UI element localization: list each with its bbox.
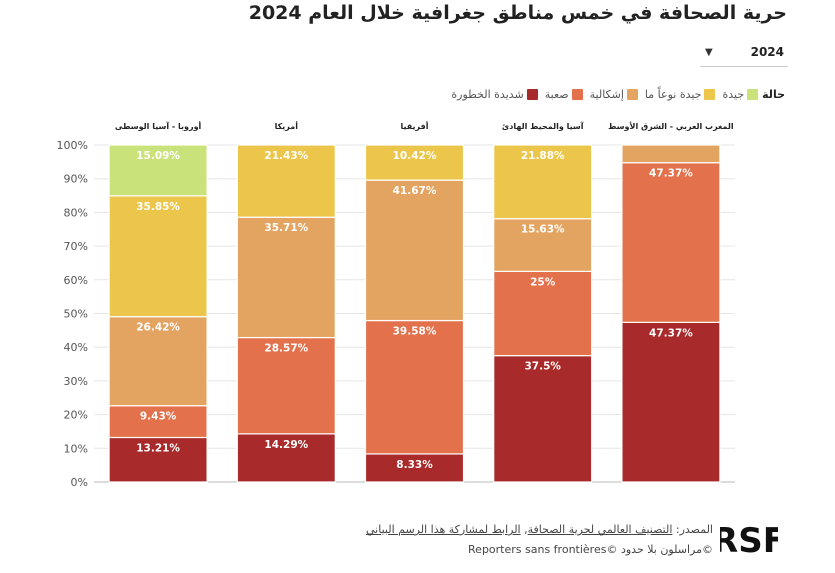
rsf-logo: RSF: [720, 521, 778, 560]
legend-swatch: [571, 89, 583, 100]
year-value: 2024: [750, 45, 784, 59]
legend-label: جيدة: [722, 88, 745, 101]
bar-segment[interactable]: [236, 144, 336, 218]
footer-credit: Reporters sans frontières© مراسلون بلا ح…: [468, 543, 713, 556]
y-tick-label: 50%: [64, 308, 88, 321]
data-label: 39.58%: [393, 326, 437, 338]
data-label: 21.43%: [264, 150, 308, 162]
legend-item[interactable]: صعبة: [545, 88, 583, 101]
data-label: 47.37%: [649, 327, 693, 339]
category-label: أفريقيا: [401, 121, 429, 131]
data-label: 35.85%: [136, 201, 180, 213]
category-label: أمريكا: [275, 121, 299, 131]
bar-segment[interactable]: [364, 453, 465, 483]
legend-item[interactable]: جيدة نوعاً ما: [645, 88, 716, 101]
data-label: 35.71%: [264, 222, 308, 234]
legend-label: جيدة نوعاً ما: [644, 88, 702, 101]
legend-item[interactable]: إشكالية: [590, 88, 638, 101]
bar-segment[interactable]: [493, 270, 593, 357]
bar-segment[interactable]: [108, 316, 208, 407]
bar-segment[interactable]: [621, 162, 721, 323]
source-prefix: المصدر:: [675, 523, 713, 536]
source-separator: ,: [524, 523, 528, 536]
legend-swatch: [704, 89, 716, 100]
legend-swatch: [747, 89, 759, 100]
bar-segment[interactable]: [364, 319, 465, 455]
y-tick-label: 30%: [64, 375, 88, 388]
caret-down-icon: ▼: [705, 47, 713, 58]
category-label: آسيا والمحيط الهادئ: [502, 121, 584, 131]
data-label: 14.29%: [264, 439, 308, 451]
data-label: 13.21%: [136, 442, 180, 454]
bar-segment[interactable]: [621, 144, 721, 164]
data-label: 8.33%: [396, 459, 433, 471]
data-label: 15.63%: [521, 224, 565, 236]
bar-segment[interactable]: [621, 321, 721, 483]
chart-title: حرية الصحافة في خمس مناطق جغرافية خلال ا…: [248, 2, 787, 24]
share-link[interactable]: الرابط لمشاركة هذا الرسم البياني: [366, 523, 521, 536]
legend-swatch: [626, 89, 638, 100]
bar-segment[interactable]: [108, 195, 208, 318]
legend-item[interactable]: جيدة: [722, 88, 759, 101]
bar-segment[interactable]: [493, 218, 593, 272]
data-label: 26.42%: [136, 322, 180, 334]
y-tick-label: 10%: [64, 442, 88, 455]
legend-swatch: [526, 89, 538, 100]
category-label: أوروبا - آسيا الوسطى: [115, 121, 202, 131]
bar-segment[interactable]: [108, 436, 208, 483]
legend-label: شديدة الخطورة: [451, 88, 524, 101]
y-tick-label: 100%: [57, 139, 88, 152]
rsf-logo-text: RSF: [720, 521, 778, 560]
data-label: 10.42%: [393, 150, 437, 162]
bar-segment[interactable]: [364, 179, 465, 322]
legend: حالة جيدة جيدة نوعاً ما إشكالية صعبة شديدة ا…: [444, 88, 785, 101]
y-tick-label: 0%: [71, 476, 88, 489]
y-tick-label: 40%: [64, 341, 88, 354]
category-label: المغرب العربي - الشرق الأوسط: [608, 121, 734, 131]
bar-segment[interactable]: [493, 144, 593, 220]
bar-segment[interactable]: [108, 405, 208, 439]
data-label: 9.43%: [140, 411, 177, 423]
data-label: 21.88%: [521, 150, 565, 162]
y-tick-label: 80%: [64, 206, 88, 219]
data-label: 47.37%: [649, 168, 693, 180]
bar-segment[interactable]: [108, 144, 208, 197]
bar-segment[interactable]: [236, 216, 336, 339]
data-label: 15.09%: [136, 150, 180, 162]
y-tick-label: 20%: [64, 409, 88, 422]
bar-segment[interactable]: [236, 336, 336, 435]
bar-segment[interactable]: [493, 355, 593, 483]
data-label: 25%: [530, 276, 556, 288]
data-label: 28.57%: [264, 343, 308, 355]
source-link[interactable]: التصنيف العالمي لحرية الصحافة: [527, 523, 673, 536]
bar-segment[interactable]: [364, 144, 465, 181]
legend-label: إشكالية: [589, 88, 624, 101]
y-tick-label: 60%: [64, 274, 88, 287]
footer-source: المصدر: التصنيف العالمي لحرية الصحافة, ا…: [366, 523, 713, 536]
y-tick-label: 70%: [64, 240, 88, 253]
legend-item[interactable]: شديدة الخطورة: [451, 88, 538, 101]
data-label: 41.67%: [393, 185, 437, 197]
data-label: 37.5%: [524, 361, 561, 373]
year-dropdown[interactable]: ▼ 2024: [700, 42, 788, 67]
legend-label: صعبة: [544, 88, 569, 101]
legend-title: حالة: [762, 88, 785, 101]
y-tick-label: 90%: [64, 173, 88, 186]
